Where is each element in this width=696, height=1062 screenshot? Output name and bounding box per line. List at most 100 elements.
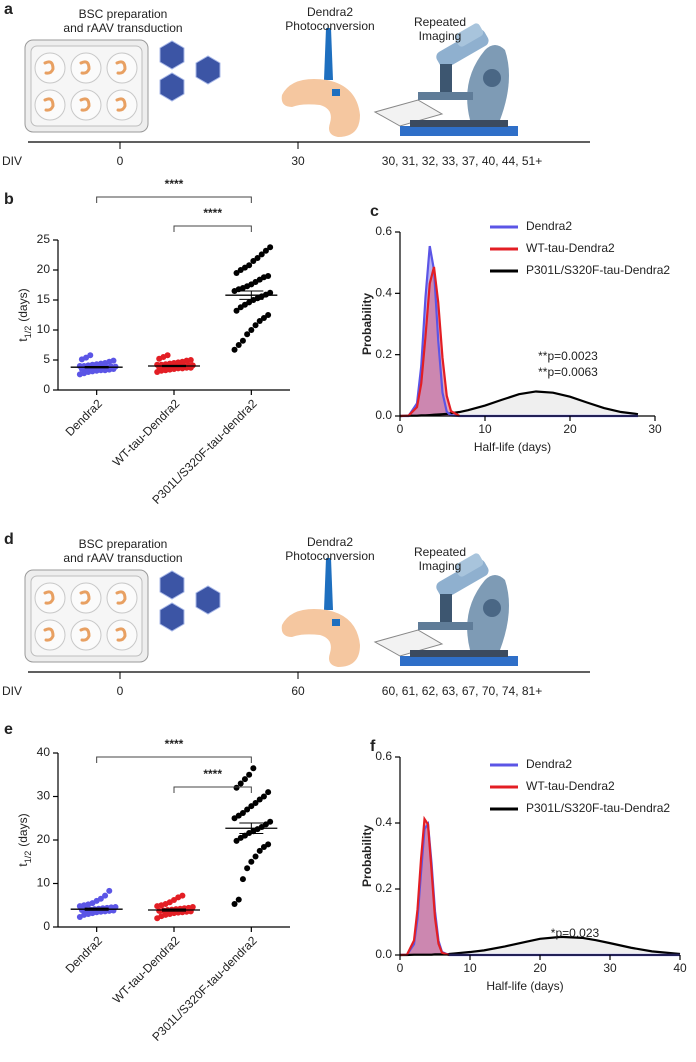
y-tick-label: 0.6 bbox=[375, 749, 392, 763]
significance-label: **** bbox=[203, 767, 222, 781]
panel-letter: e bbox=[4, 721, 13, 738]
data-point bbox=[97, 895, 104, 902]
data-point bbox=[87, 352, 94, 359]
x-tick-label: 10 bbox=[463, 961, 477, 975]
data-point bbox=[106, 887, 113, 894]
y-tick-label: 40 bbox=[37, 745, 51, 759]
y-tick-label: 10 bbox=[37, 876, 51, 890]
data-point bbox=[260, 315, 267, 321]
y-tick-label: 0.0 bbox=[375, 947, 392, 961]
data-point bbox=[256, 847, 263, 854]
y-label-unit: (days) bbox=[16, 813, 30, 846]
curve-line bbox=[399, 266, 461, 418]
significance-bracket bbox=[96, 196, 252, 203]
significance-label: **** bbox=[165, 737, 184, 751]
x-tick-label: WT-tau-Dendra2 bbox=[110, 933, 183, 1006]
data-point bbox=[102, 892, 109, 899]
data-point bbox=[235, 342, 242, 348]
data-point bbox=[267, 244, 274, 251]
step-label: Imaging bbox=[419, 29, 462, 43]
timeline-axis-label: DIV bbox=[2, 684, 22, 698]
y-label-unit: (days) bbox=[16, 288, 30, 321]
data-point bbox=[248, 803, 255, 810]
x-tick-label: 30 bbox=[603, 961, 617, 975]
step-label: Photoconversion bbox=[285, 549, 374, 563]
data-point bbox=[233, 784, 240, 791]
significance-label: **** bbox=[165, 177, 184, 191]
data-point bbox=[239, 337, 246, 344]
step-label: and rAAV transduction bbox=[63, 21, 182, 35]
data-point bbox=[189, 903, 196, 910]
x-tick-label: 30 bbox=[648, 422, 662, 436]
x-tick-label: WT-tau-Dendra2 bbox=[110, 396, 183, 469]
significance-label: **** bbox=[203, 206, 222, 220]
data-point bbox=[112, 903, 119, 910]
data-point bbox=[244, 331, 251, 338]
y-label-subscript: 1/2 bbox=[23, 326, 33, 339]
annotation: **p=0.0063 bbox=[538, 365, 598, 379]
data-point bbox=[246, 262, 253, 269]
data-point bbox=[250, 258, 257, 264]
data-point bbox=[187, 357, 194, 363]
curve-area bbox=[400, 823, 680, 955]
y-tick-label: 0.2 bbox=[375, 881, 392, 895]
step-label: Photoconversion bbox=[285, 19, 374, 33]
data-point bbox=[246, 771, 253, 778]
data-point bbox=[235, 896, 242, 903]
data-point bbox=[233, 270, 240, 276]
error-bar bbox=[239, 822, 264, 834]
data-point bbox=[231, 346, 238, 353]
data-point bbox=[254, 255, 261, 261]
step-label: Dendra2 bbox=[307, 5, 353, 19]
y-tick-label: 0.6 bbox=[375, 224, 392, 238]
data-point bbox=[260, 793, 267, 800]
x-tick-label: 0 bbox=[397, 422, 404, 436]
error-bar bbox=[239, 290, 264, 300]
y-tick-label: 0 bbox=[43, 919, 50, 933]
panel-letter: d bbox=[4, 531, 14, 548]
data-point bbox=[252, 322, 259, 329]
timeline-label: 0 bbox=[117, 154, 124, 168]
panel-letter: f bbox=[370, 738, 376, 755]
step-label: BSC preparation bbox=[79, 537, 168, 551]
timeline-label: 30 bbox=[291, 154, 305, 168]
curve-area bbox=[400, 391, 638, 416]
x-tick-label: 0 bbox=[397, 961, 404, 975]
panel-letter: c bbox=[370, 203, 379, 220]
y-tick-label: 15 bbox=[37, 292, 51, 306]
step-label: and rAAV transduction bbox=[63, 551, 182, 565]
significance-bracket bbox=[173, 225, 252, 232]
data-point bbox=[262, 247, 269, 254]
data-point bbox=[233, 307, 240, 314]
data-point bbox=[248, 858, 255, 865]
data-point bbox=[250, 765, 257, 772]
timeline-label: 30, 31, 32, 33, 37, 40, 44, 51+ bbox=[382, 154, 542, 168]
data-point bbox=[179, 892, 186, 899]
data-point bbox=[252, 853, 259, 860]
annotation: **p=0.0023 bbox=[538, 349, 598, 363]
legend-label: Dendra2 bbox=[526, 757, 572, 771]
timeline-label: 60 bbox=[291, 684, 305, 698]
y-axis-label: t1/2 (days) bbox=[16, 813, 33, 866]
error-bar bbox=[84, 907, 109, 911]
timeline-label: 0 bbox=[117, 684, 124, 698]
error-bar bbox=[162, 364, 186, 368]
legend-label: P301L/S320F-tau-Dendra2 bbox=[526, 801, 670, 815]
data-point bbox=[265, 273, 272, 279]
data-point bbox=[265, 789, 272, 796]
data-point bbox=[256, 318, 263, 324]
data-point bbox=[239, 876, 246, 883]
step-label: Repeated bbox=[414, 15, 466, 29]
error-bar bbox=[162, 908, 186, 912]
y-label-symbol: t bbox=[16, 863, 30, 867]
data-point bbox=[244, 806, 251, 813]
data-point bbox=[248, 327, 255, 333]
y-tick-label: 0.0 bbox=[375, 408, 392, 422]
y-label-subscript: 1/2 bbox=[23, 851, 33, 864]
data-point bbox=[252, 800, 259, 807]
step-label: BSC preparation bbox=[79, 7, 168, 21]
y-tick-label: 20 bbox=[37, 262, 51, 276]
